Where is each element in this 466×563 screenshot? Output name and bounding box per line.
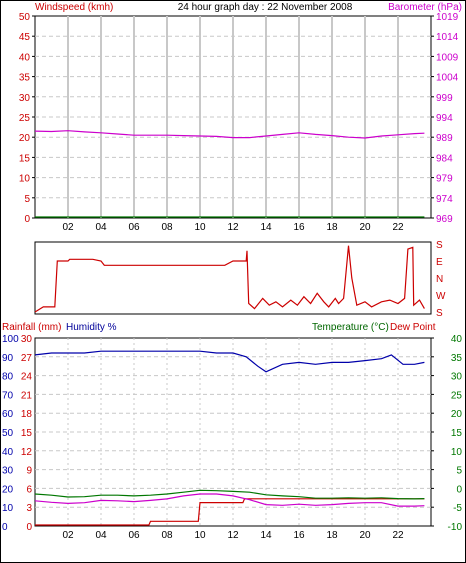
windspeed-tick-label: 50 (19, 12, 31, 23)
x-tick-label-08: 08 (161, 530, 173, 541)
temperature-tick-label: 5 (456, 466, 462, 477)
temperature-tick-label: -5 (453, 503, 462, 514)
barometer-tick-label: 969 (436, 214, 453, 225)
humidity-tick-label: 70 (2, 390, 14, 401)
x-tick-label-04: 04 (95, 222, 107, 233)
rainfall-tick-label: 24 (21, 372, 33, 383)
wind-direction-series-line (34, 245, 425, 313)
temperature-series-line (34, 489, 425, 500)
rainfall-tick-label: 21 (21, 390, 33, 401)
barometer-tick-label: 1014 (436, 32, 459, 43)
barometer-tick-label: 999 (436, 93, 453, 104)
x-tick-label-20: 20 (359, 222, 371, 233)
temperature-tick-label: 40 (451, 334, 463, 345)
windspeed-tick-label: 30 (19, 93, 31, 104)
temperature-tick-label: 35 (451, 353, 463, 364)
direction-tick-label: E (436, 257, 443, 268)
windspeed-tick-label: 0 (24, 214, 30, 225)
barometer-tick-label: 974 (436, 194, 453, 205)
x-tick-label-16: 16 (293, 530, 305, 541)
temperature-tick-label: 25 (451, 390, 463, 401)
rainfall-tick-label: 30 (21, 334, 33, 345)
barometer-tick-label: 994 (436, 113, 453, 124)
humidity-tick-label: 80 (2, 372, 14, 383)
windspeed-tick-label: 20 (19, 133, 31, 144)
rainfall-tick-label: 6 (26, 484, 32, 495)
humidity-series-line (34, 350, 425, 373)
barometer-tick-label: 1019 (436, 12, 459, 23)
x-tick-label-06: 06 (128, 222, 140, 233)
humidity-tick-label: 60 (2, 409, 14, 420)
temperature-tick-label: 0 (456, 484, 462, 495)
rainfall-tick-label: 15 (21, 428, 33, 439)
rainfall-tick-label: 0 (26, 522, 32, 533)
x-tick-label-14: 14 (260, 222, 272, 233)
x-tick-label-10: 10 (194, 530, 206, 541)
panel-wind-direction (34, 241, 432, 315)
temperature-tick-label: 30 (451, 372, 463, 383)
x-tick-label-02: 02 (62, 530, 74, 541)
x-tick-label-04: 04 (95, 530, 107, 541)
temperature-tick-label: 15 (451, 428, 463, 439)
chart-title: 24 hour graph day : 22 November 2008 (178, 2, 353, 13)
x-tick-label-20: 20 (359, 530, 371, 541)
barometer-tick-label: 984 (436, 153, 453, 164)
windspeed-tick-label: 10 (19, 174, 31, 185)
temperature-tick-label: 10 (451, 447, 463, 458)
humidity-axis-title: Humidity % (66, 322, 117, 333)
windspeed-tick-label: 5 (24, 194, 30, 205)
direction-tick-label: W (436, 291, 446, 302)
rainfall-tick-label: 27 (21, 353, 33, 364)
x-tick-label-12: 12 (227, 530, 239, 541)
barometer-series-line (34, 130, 425, 139)
chart-layer: 0510152025303540455096997497998498999499… (2, 12, 462, 541)
humidity-tick-label: 40 (2, 447, 14, 458)
windspeed-tick-label: 25 (19, 113, 31, 124)
rainfall-axis-title: Rainfall (mm) (2, 322, 61, 333)
x-tick-label-12: 12 (227, 222, 239, 233)
rainfall-tick-label: 12 (21, 447, 33, 458)
windspeed-tick-label: 15 (19, 153, 31, 164)
barometer-tick-label: 1009 (436, 52, 459, 63)
x-tick-label-06: 06 (128, 530, 140, 541)
humidity-tick-label: 20 (2, 484, 14, 495)
humidity-tick-label: 100 (2, 334, 19, 345)
temperature-tick-label: 20 (451, 409, 463, 420)
x-tick-label-08: 08 (161, 222, 173, 233)
dewpoint-series-line (34, 493, 425, 507)
direction-tick-label: S (436, 240, 443, 251)
temperature-axis-title: Temperature (°C) (312, 322, 389, 333)
humidity-tick-label: 0 (2, 522, 8, 533)
barometer-tick-label: 989 (436, 133, 453, 144)
x-tick-label-16: 16 (293, 222, 305, 233)
windspeed-axis-title: Windspeed (kmh) (35, 2, 113, 13)
windspeed-tick-label: 40 (19, 52, 31, 63)
barometer-tick-label: 1004 (436, 73, 459, 84)
dewpoint-axis-title: Dew Point (390, 322, 436, 333)
direction-tick-label: N (436, 274, 443, 285)
direction-tick-label: S (436, 308, 443, 319)
barometer-axis-title: Barometer (hPa) (388, 2, 462, 13)
barometer-tick-label: 979 (436, 174, 453, 185)
humidity-tick-label: 90 (2, 353, 14, 364)
windspeed-tick-label: 45 (19, 32, 31, 43)
x-tick-label-02: 02 (62, 222, 74, 233)
rainfall-tick-label: 9 (26, 466, 32, 477)
rainfall-tick-label: 18 (21, 409, 33, 420)
temperature-tick-label: -10 (448, 522, 463, 533)
rainfall-series-line (35, 498, 425, 526)
humidity-tick-label: 50 (2, 428, 14, 439)
x-tick-label-10: 10 (194, 222, 206, 233)
x-tick-label-22: 22 (392, 222, 404, 233)
x-tick-label-14: 14 (260, 530, 272, 541)
humidity-tick-label: 30 (2, 466, 14, 477)
humidity-tick-label: 10 (2, 503, 14, 514)
rainfall-tick-label: 3 (26, 503, 32, 514)
windspeed-tick-label: 35 (19, 73, 31, 84)
x-tick-label-18: 18 (326, 530, 338, 541)
x-tick-label-18: 18 (326, 222, 338, 233)
x-tick-label-22: 22 (392, 530, 404, 541)
